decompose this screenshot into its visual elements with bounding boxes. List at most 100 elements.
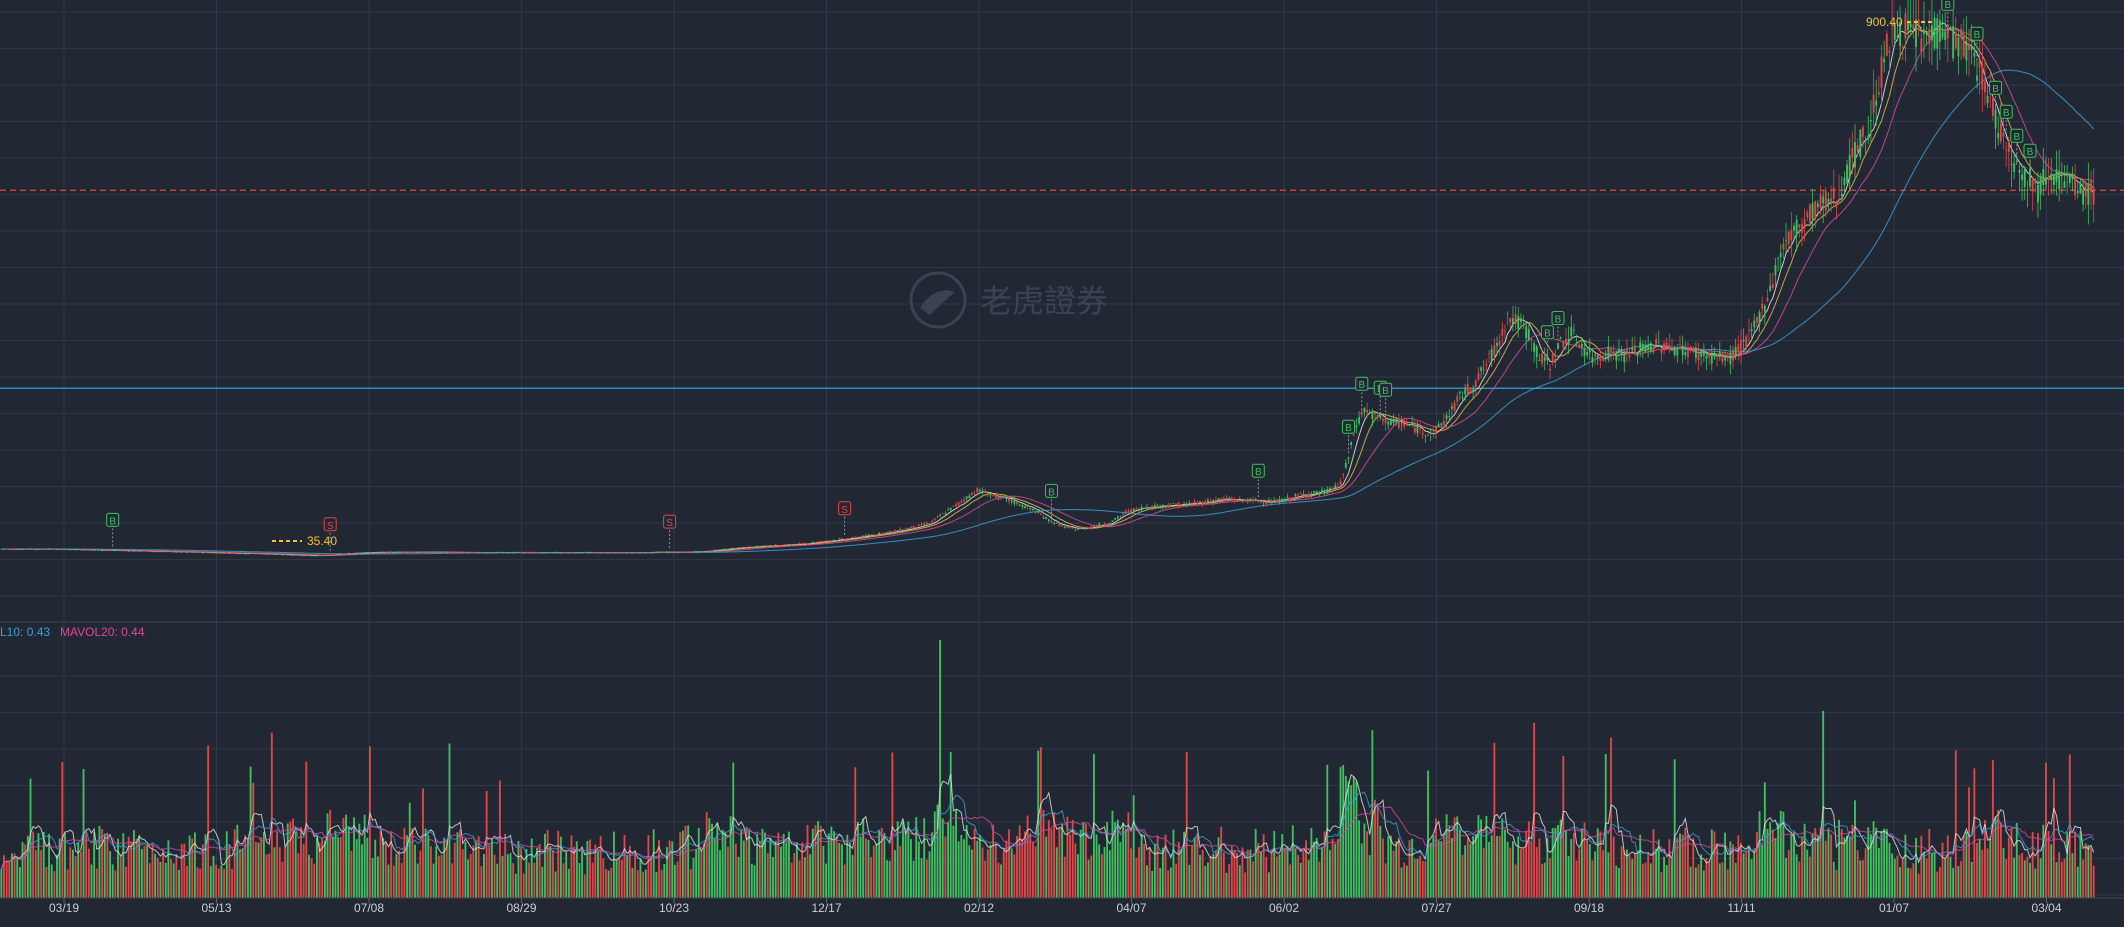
candle-body[interactable] — [1106, 524, 1109, 525]
volume-bar[interactable] — [2047, 831, 2050, 898]
volume-bar[interactable] — [1230, 846, 1233, 898]
candle-body[interactable] — [546, 552, 549, 554]
volume-bar[interactable] — [1668, 839, 1671, 898]
candle-body[interactable] — [1901, 46, 1904, 48]
candle-body[interactable] — [933, 518, 936, 520]
candle-body[interactable] — [1676, 348, 1679, 356]
candle-body[interactable] — [1697, 352, 1700, 361]
candle-body[interactable] — [917, 524, 920, 527]
candle-body[interactable] — [628, 552, 631, 554]
candle-body[interactable] — [1970, 46, 1973, 51]
candle-body[interactable] — [1671, 348, 1673, 349]
candle-body[interactable] — [1766, 298, 1769, 302]
volume-bar[interactable] — [875, 843, 878, 898]
candle-body[interactable] — [1477, 372, 1480, 381]
volume-bar[interactable] — [750, 863, 753, 898]
candle-body[interactable] — [496, 552, 499, 554]
candle-body[interactable] — [1567, 338, 1570, 345]
candle-body[interactable] — [973, 493, 976, 495]
volume-bar[interactable] — [1543, 862, 1546, 898]
candle-body[interactable] — [1994, 109, 1997, 129]
candle-body[interactable] — [1291, 497, 1294, 500]
volume-bar[interactable] — [1045, 836, 1048, 898]
volume-bar[interactable] — [1435, 818, 1437, 898]
volume-bar[interactable] — [1000, 864, 1003, 898]
volume-bar[interactable] — [1692, 838, 1695, 898]
candle-body[interactable] — [1559, 337, 1562, 339]
candle-body[interactable] — [369, 552, 371, 554]
candle-body[interactable] — [1981, 64, 1984, 90]
volume-bar[interactable] — [838, 843, 841, 898]
volume-bar[interactable] — [803, 857, 806, 898]
candle-body[interactable] — [1896, 36, 1899, 38]
candle-body[interactable] — [1578, 344, 1581, 349]
volume-bar[interactable] — [745, 826, 748, 898]
volume-bar[interactable] — [1880, 830, 1883, 898]
candle-body[interactable] — [1962, 34, 1965, 57]
volume-bar[interactable] — [302, 844, 305, 898]
volume-bar[interactable] — [2084, 843, 2087, 898]
candlestick-series[interactable] — [0, 0, 2095, 557]
volume-bar[interactable] — [1466, 837, 1469, 898]
candle-body[interactable] — [1941, 31, 1944, 38]
volume-bar[interactable] — [1424, 861, 1427, 898]
candle-body[interactable] — [1318, 492, 1321, 494]
volume-bar[interactable] — [795, 842, 798, 898]
volume-bar[interactable] — [1461, 854, 1464, 898]
candle-body[interactable] — [822, 541, 825, 543]
volume-bar[interactable] — [729, 816, 732, 898]
candle-body[interactable] — [2029, 168, 2031, 187]
candle-body[interactable] — [1716, 357, 1719, 359]
candle-body[interactable] — [1968, 44, 1970, 51]
candle-body[interactable] — [1326, 489, 1329, 494]
volume-bar[interactable] — [544, 833, 546, 898]
volume-bar[interactable] — [976, 840, 979, 898]
candle-body[interactable] — [862, 535, 865, 537]
volume-bar[interactable] — [371, 857, 374, 898]
volume-bar[interactable] — [24, 844, 27, 898]
candle-body[interactable] — [753, 546, 756, 548]
volume-bar[interactable] — [1196, 833, 1199, 898]
volume-bar[interactable] — [782, 833, 785, 898]
volume-bar[interactable] — [589, 839, 591, 898]
volume-bar[interactable] — [2015, 823, 2018, 898]
volume-bar[interactable] — [1673, 759, 1676, 898]
volume-bar[interactable] — [85, 830, 88, 898]
volume-bar[interactable] — [1246, 849, 1249, 898]
volume-bar[interactable] — [1846, 835, 1848, 898]
candle-body[interactable] — [175, 551, 178, 553]
candle-body[interactable] — [217, 552, 220, 554]
volume-bar[interactable] — [2023, 860, 2026, 898]
volume-bar[interactable] — [1785, 857, 1787, 898]
candle-body[interactable] — [904, 528, 907, 530]
volume-bar[interactable] — [1350, 785, 1353, 898]
candle-body[interactable] — [408, 552, 411, 553]
candle-body[interactable] — [50, 548, 53, 550]
volume-bar[interactable] — [1055, 847, 1058, 898]
volume-bar[interactable] — [1782, 811, 1785, 898]
volume-bar[interactable] — [1917, 873, 1920, 898]
volume-bar[interactable] — [610, 867, 613, 898]
volume-bar[interactable] — [1283, 848, 1286, 898]
volume-bar[interactable] — [143, 846, 146, 898]
candle-body[interactable] — [339, 553, 342, 555]
candle-body[interactable] — [1119, 516, 1122, 517]
candle-body[interactable] — [1358, 417, 1361, 424]
candle-body[interactable] — [135, 550, 138, 552]
candle-body[interactable] — [1639, 341, 1642, 349]
candle-body[interactable] — [1923, 29, 1925, 35]
candle-body[interactable] — [790, 544, 793, 546]
volume-bar[interactable] — [347, 828, 350, 898]
candle-body[interactable] — [1822, 196, 1825, 204]
candle-body[interactable] — [1687, 350, 1689, 358]
volume-bar[interactable] — [880, 827, 883, 898]
candle-body[interactable] — [835, 540, 838, 542]
volume-bar[interactable] — [1628, 854, 1631, 898]
volume-bar[interactable] — [1161, 847, 1164, 898]
volume-bar[interactable] — [318, 842, 321, 898]
volume-bar[interactable] — [1514, 864, 1517, 898]
volume-bar[interactable] — [2074, 831, 2077, 898]
volume-bar[interactable] — [1819, 827, 1822, 898]
candle-body[interactable] — [1482, 369, 1485, 370]
candle-body[interactable] — [228, 553, 231, 554]
